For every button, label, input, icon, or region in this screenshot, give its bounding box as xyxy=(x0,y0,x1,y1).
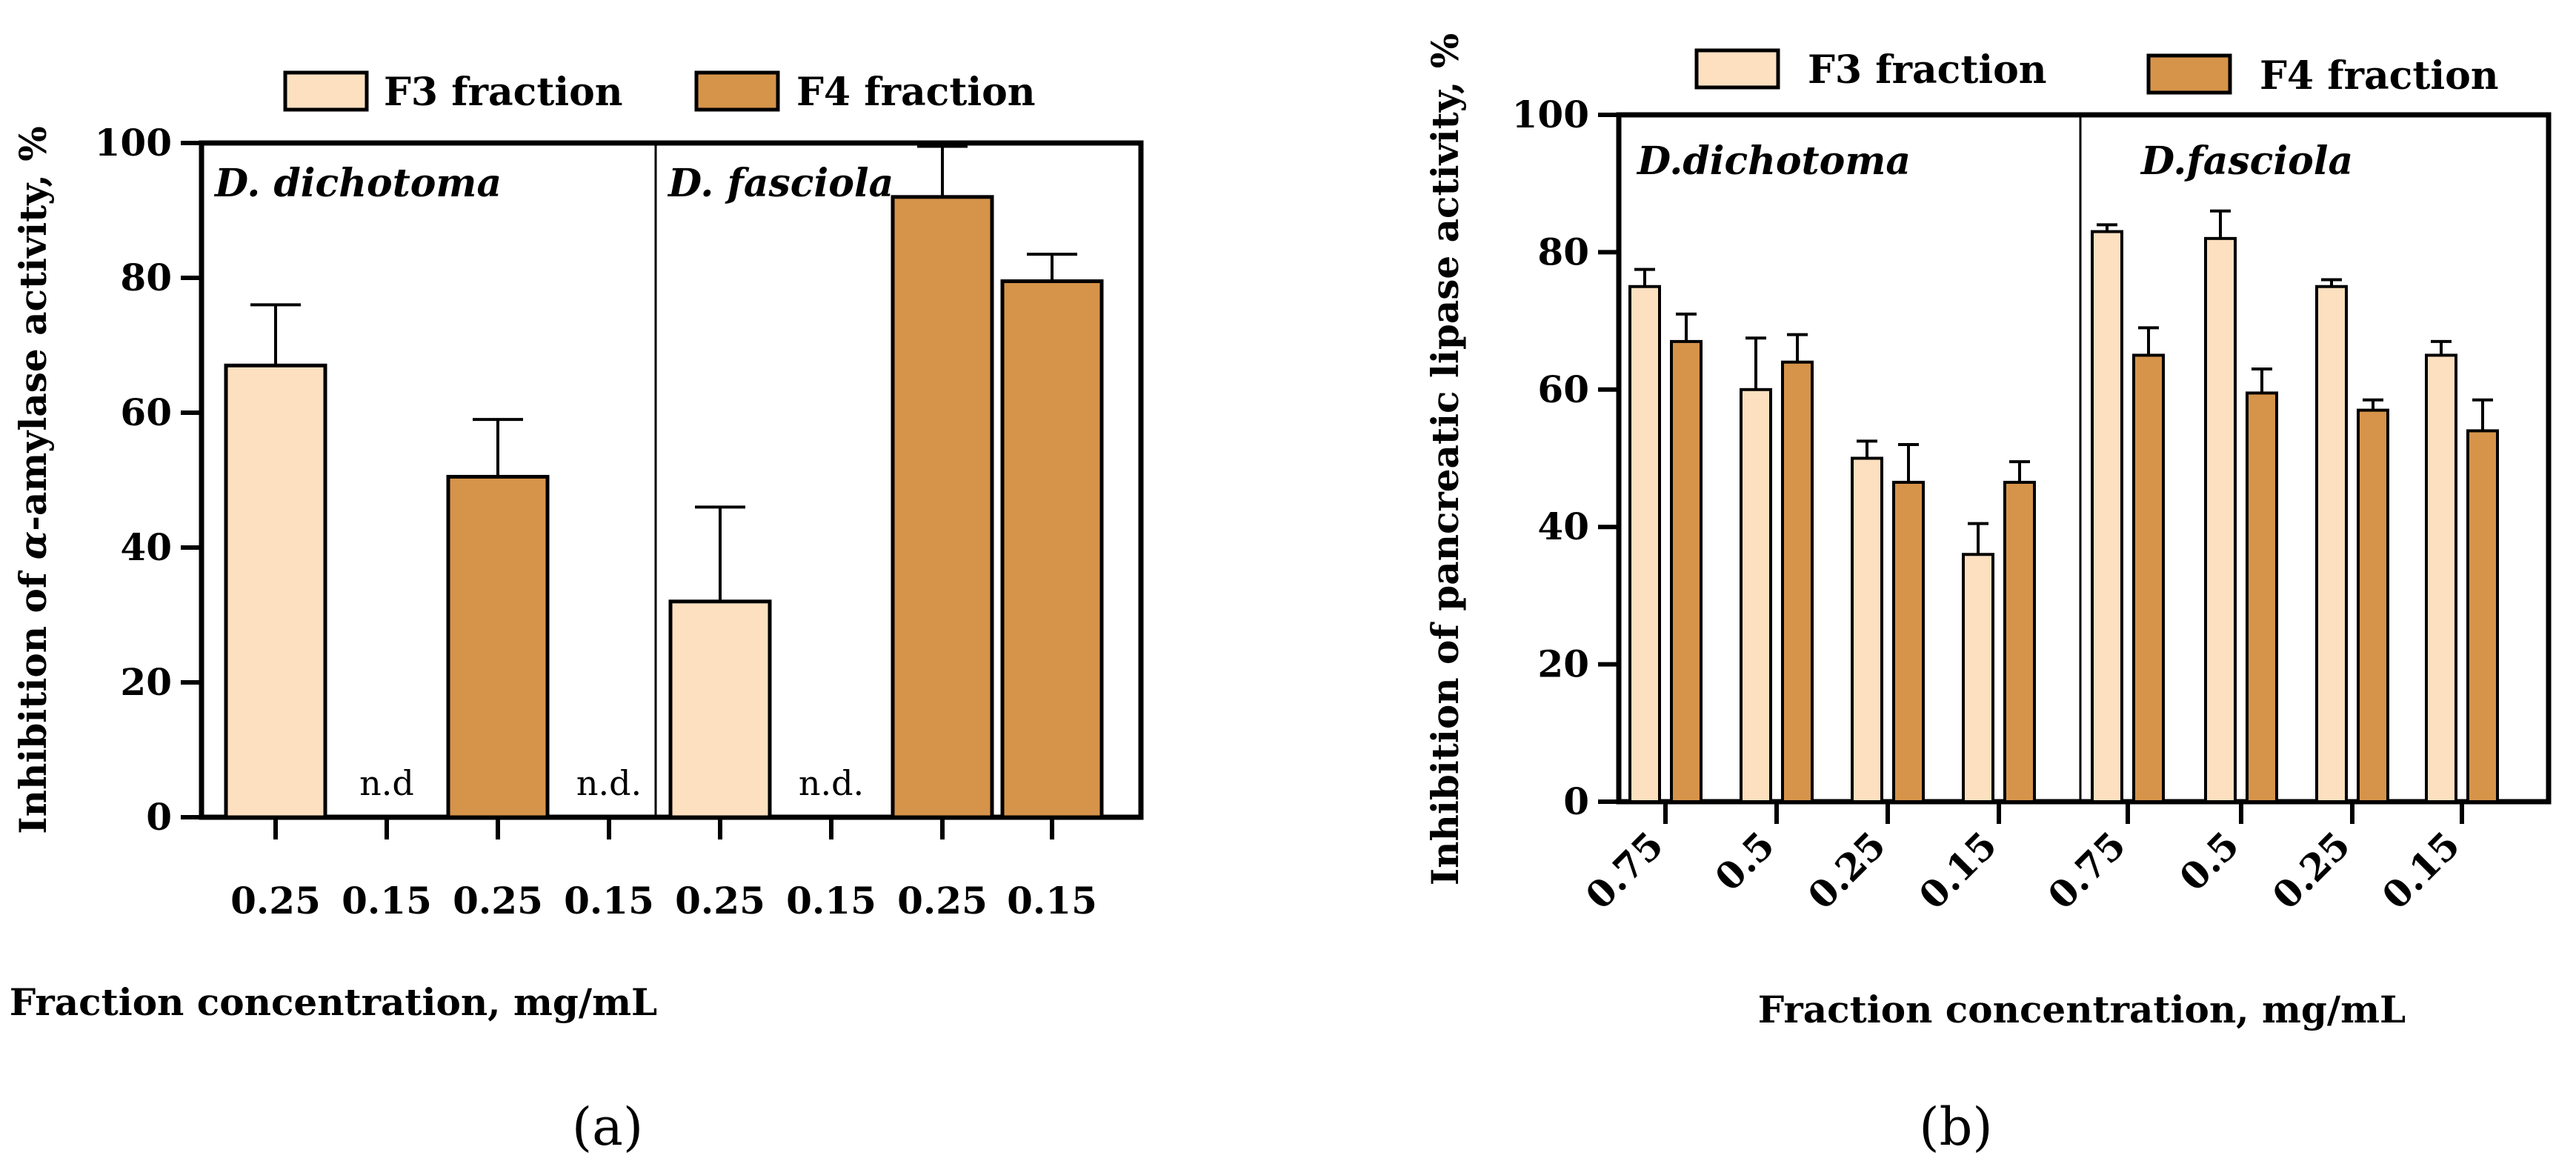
bar-a-4 xyxy=(668,599,772,819)
y-tick-label-a-2: 40 xyxy=(120,525,172,569)
y-axis-title-a: Inhibition of α-amylase activity, % xyxy=(11,126,55,834)
legend-a-f4-swatch xyxy=(694,70,780,112)
bar-b-s1-6 xyxy=(2357,408,2389,803)
bar-b-s0-0 xyxy=(1628,285,1661,803)
y-tick-label-b-4: 80 xyxy=(1537,230,1589,273)
y-tick-label-b-0: 0 xyxy=(1563,779,1589,823)
bar-b-s1-4 xyxy=(2132,353,2165,803)
legend-b-f4-swatch xyxy=(2146,53,2232,95)
group-a-d-fasciola: D. fasciola xyxy=(667,161,893,206)
nd-label-a-3: n.d. xyxy=(576,763,642,803)
panel-b-pancreatic-lipase-chart: F3 fraction F4 fraction D.dichotoma D.fa… xyxy=(1423,33,2552,1157)
bar-b-s0-1 xyxy=(1740,388,1772,803)
group-b-d-dichotoma: D.dichotoma xyxy=(1636,139,1911,184)
y-tick-label-a-1: 20 xyxy=(120,660,172,704)
legend-b-f3-label: F3 fraction xyxy=(1808,47,2047,93)
panel-a-alpha-amylase-chart: F3 fraction F4 fraction D. dichotoma D. … xyxy=(10,70,1144,1157)
x-tick-label-a-1: 0.15 xyxy=(342,879,432,922)
legend-b-f3-swatch xyxy=(1694,48,1780,90)
y-axis-title-b: Inhibition of pancreatic lipase activity… xyxy=(1423,33,1467,886)
bar-b-s0-2 xyxy=(1851,456,1883,803)
x-tick-label-b-0: 0.75 xyxy=(1577,823,1672,918)
x-tick-label-a-3: 0.15 xyxy=(564,879,654,922)
nd-label-a-1: n.d xyxy=(359,763,414,803)
bar-b-s0-6 xyxy=(2315,285,2348,803)
x-tick-label-b-6: 0.25 xyxy=(2264,823,2359,918)
x-tick-label-b-3: 0.15 xyxy=(1911,823,2006,918)
x-tick-label-a-7: 0.15 xyxy=(1007,879,1097,922)
bar-b-s1-0 xyxy=(1670,339,1703,804)
x-axis-title-b: Fraction concentration, mg/mL xyxy=(1758,988,2406,1031)
x-tick-label-a-0: 0.25 xyxy=(230,879,321,922)
bar-a-2 xyxy=(446,474,550,819)
bar-b-s1-7 xyxy=(2466,429,2499,803)
bar-b-s0-4 xyxy=(2091,230,2123,803)
plot-frame-b xyxy=(1616,112,2552,805)
legend-a-f3-swatch xyxy=(283,70,369,112)
y-tick-label-a-4: 80 xyxy=(120,256,172,299)
legend-b-f4-label: F4 fraction xyxy=(2260,53,2499,99)
panel-a-label: (a) xyxy=(572,1097,643,1157)
x-tick-label-b-2: 0.25 xyxy=(1800,823,1894,918)
x-tick-label-b-4: 0.75 xyxy=(2040,823,2134,918)
bar-a-0 xyxy=(224,363,327,819)
x-tick-label-b-7: 0.15 xyxy=(2374,823,2469,918)
bar-b-s1-1 xyxy=(1781,360,1814,804)
bar-a-7 xyxy=(1000,279,1104,819)
y-tick-label-b-2: 40 xyxy=(1537,505,1589,548)
x-tick-label-b-1: 0.5 xyxy=(1706,823,1783,899)
x-axis-title-a: Fraction concentration, mg/mL xyxy=(10,980,657,1024)
y-tick-label-a-5: 100 xyxy=(95,121,172,164)
x-tick-label-b-5: 0.5 xyxy=(2171,823,2247,899)
x-tick-label-a-2: 0.25 xyxy=(453,879,543,922)
x-tick-label-a-6: 0.25 xyxy=(897,879,988,922)
y-tick-label-b-3: 60 xyxy=(1537,368,1589,411)
y-tick-label-b-5: 100 xyxy=(1512,93,1589,136)
y-tick-label-b-1: 20 xyxy=(1537,642,1589,686)
panel-b-label: (b) xyxy=(1919,1097,1992,1157)
legend-b: F3 fraction F4 fraction xyxy=(1694,47,2499,99)
bar-b-s1-5 xyxy=(2246,391,2278,803)
legend-a-f3-label: F3 fraction xyxy=(384,70,623,115)
x-tick-label-a-5: 0.15 xyxy=(786,879,876,922)
bar-b-s0-3 xyxy=(1962,553,1994,804)
bar-b-s1-3 xyxy=(2003,480,2036,803)
nd-label-a-5: n.d. xyxy=(799,763,864,803)
y-tick-label-a-3: 60 xyxy=(120,390,172,434)
group-a-d-dichotoma: D. dichotoma xyxy=(213,161,502,206)
y-tick-label-a-0: 0 xyxy=(146,795,172,839)
bar-b-s0-5 xyxy=(2204,236,2237,803)
legend-a-f4-label: F4 fraction xyxy=(796,70,1036,115)
bar-b-s1-2 xyxy=(1892,480,1925,803)
x-tick-label-a-4: 0.25 xyxy=(675,879,765,922)
legend-a: F3 fraction F4 fraction xyxy=(283,70,1036,115)
group-b-d-fasciola: D.fasciola xyxy=(2140,139,2353,184)
bar-a-6 xyxy=(891,195,994,819)
bar-b-s0-7 xyxy=(2425,353,2457,803)
